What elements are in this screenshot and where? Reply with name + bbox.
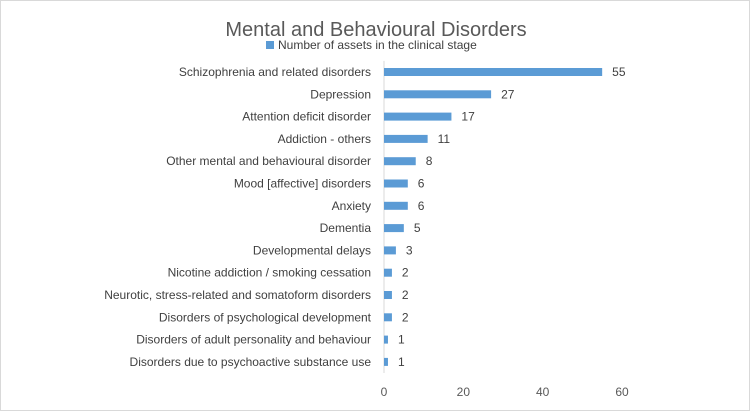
bar — [384, 357, 388, 366]
category-label: Disorders due to psychoactive substance … — [130, 355, 372, 369]
legend-label: Number of assets in the clinical stage — [278, 38, 477, 52]
category-label: Depression — [310, 87, 371, 101]
bar — [384, 313, 392, 322]
category-label: Attention deficit disorder — [242, 110, 371, 124]
data-label: 6 — [418, 177, 425, 191]
x-tick-label: 40 — [536, 385, 550, 399]
category-label: Anxiety — [332, 199, 371, 213]
data-label: 1 — [398, 333, 405, 347]
bar — [384, 179, 408, 188]
legend-swatch — [266, 41, 274, 49]
chart-title: Mental and Behavioural Disorders — [225, 19, 526, 41]
bar — [384, 224, 404, 233]
category-label: Disorders of psychological development — [159, 310, 372, 324]
data-label: 8 — [426, 154, 433, 168]
data-label: 1 — [398, 355, 405, 369]
category-label: Neurotic, stress-related and somatoform … — [104, 288, 371, 302]
data-label: 55 — [612, 65, 626, 79]
category-label: Nicotine addiction / smoking cessation — [168, 266, 371, 280]
x-tick-label: 0 — [381, 385, 388, 399]
data-label: 11 — [438, 132, 451, 146]
category-label: Other mental and behavioural disorder — [166, 154, 371, 168]
data-label: 6 — [418, 199, 425, 213]
bar — [384, 134, 428, 143]
bar — [384, 246, 396, 255]
category-label: Mood [affective] disorders — [234, 177, 371, 191]
category-label: Developmental delays — [253, 243, 371, 257]
category-label: Addiction - others — [278, 132, 371, 146]
bar — [384, 201, 408, 210]
legend: Number of assets in the clinical stage — [266, 38, 477, 52]
data-label: 2 — [402, 310, 409, 324]
data-label: 27 — [501, 87, 515, 101]
category-label: Dementia — [320, 221, 372, 235]
x-tick-label: 60 — [615, 385, 629, 399]
data-label: 2 — [402, 266, 409, 280]
plot-area: Schizophrenia and related disorders 55 Dep… — [104, 60, 629, 399]
bar — [384, 68, 603, 76]
bar — [384, 112, 452, 121]
bar — [384, 268, 392, 277]
data-label: 3 — [406, 243, 413, 257]
category-label: Schizophrenia and related disorders — [179, 65, 371, 79]
x-tick-label: 20 — [457, 385, 471, 399]
data-label: 2 — [402, 288, 409, 302]
data-label: 17 — [461, 110, 475, 124]
bar — [384, 335, 388, 344]
bar — [384, 157, 416, 166]
category-label: Disorders of adult personality and behav… — [136, 333, 371, 347]
data-label: 5 — [414, 221, 421, 235]
bar — [384, 291, 392, 299]
bar — [384, 90, 492, 99]
